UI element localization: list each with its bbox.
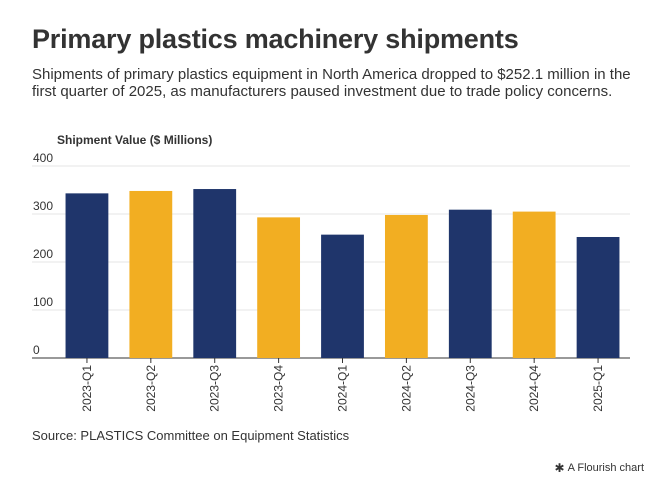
y-axis-label: Shipment Value ($ Millions) xyxy=(57,133,212,147)
flourish-star-icon: ✱ xyxy=(554,461,565,475)
y-tick-label: 200 xyxy=(33,247,53,261)
x-tick-label: 2024-Q4 xyxy=(527,365,541,412)
bar-2023-q4[interactable] xyxy=(257,217,301,358)
x-tick-label: 2024-Q3 xyxy=(463,365,477,412)
bars xyxy=(65,189,620,358)
x-tick-label: 2023-Q1 xyxy=(80,365,94,412)
x-tick-label: 2024-Q1 xyxy=(336,365,350,412)
bar-2023-q3[interactable] xyxy=(193,189,237,358)
bar-2024-q1[interactable] xyxy=(321,234,364,358)
chart-title: Primary plastics machinery shipments xyxy=(32,24,519,54)
y-axis-ticks: 0 100 200 300 400 xyxy=(33,151,53,357)
flourish-credit-link[interactable]: ✱ A Flourish chart xyxy=(555,462,644,474)
bar-2024-q4[interactable] xyxy=(512,211,556,358)
x-tick-label: 2023-Q3 xyxy=(208,365,222,412)
credit-label: A Flourish chart xyxy=(567,462,644,474)
x-tick-label: 2023-Q2 xyxy=(144,365,158,412)
y-tick-label: 400 xyxy=(33,151,53,165)
bar-2025-q1[interactable] xyxy=(576,236,620,358)
x-axis-ticks: 2023-Q1 2023-Q2 2023-Q3 2023-Q4 2024-Q1 2024-… xyxy=(80,358,605,412)
bar-2024-q3[interactable] xyxy=(448,209,492,358)
bar-2023-q1[interactable] xyxy=(65,193,109,358)
bar-2023-q2[interactable] xyxy=(129,190,173,358)
x-tick-label: 2025-Q1 xyxy=(591,365,605,412)
bar-2024-q2[interactable] xyxy=(384,214,428,358)
x-tick-label: 2023-Q4 xyxy=(272,365,286,412)
y-tick-label: 0 xyxy=(33,343,40,357)
y-tick-label: 100 xyxy=(33,295,53,309)
chart-subtitle: Shipments of primary plastics equipment … xyxy=(32,66,631,100)
x-tick-label: 2024-Q2 xyxy=(399,365,413,412)
y-tick-label: 300 xyxy=(33,199,53,213)
source-note: Source: PLASTICS Committee on Equipment … xyxy=(32,428,350,443)
